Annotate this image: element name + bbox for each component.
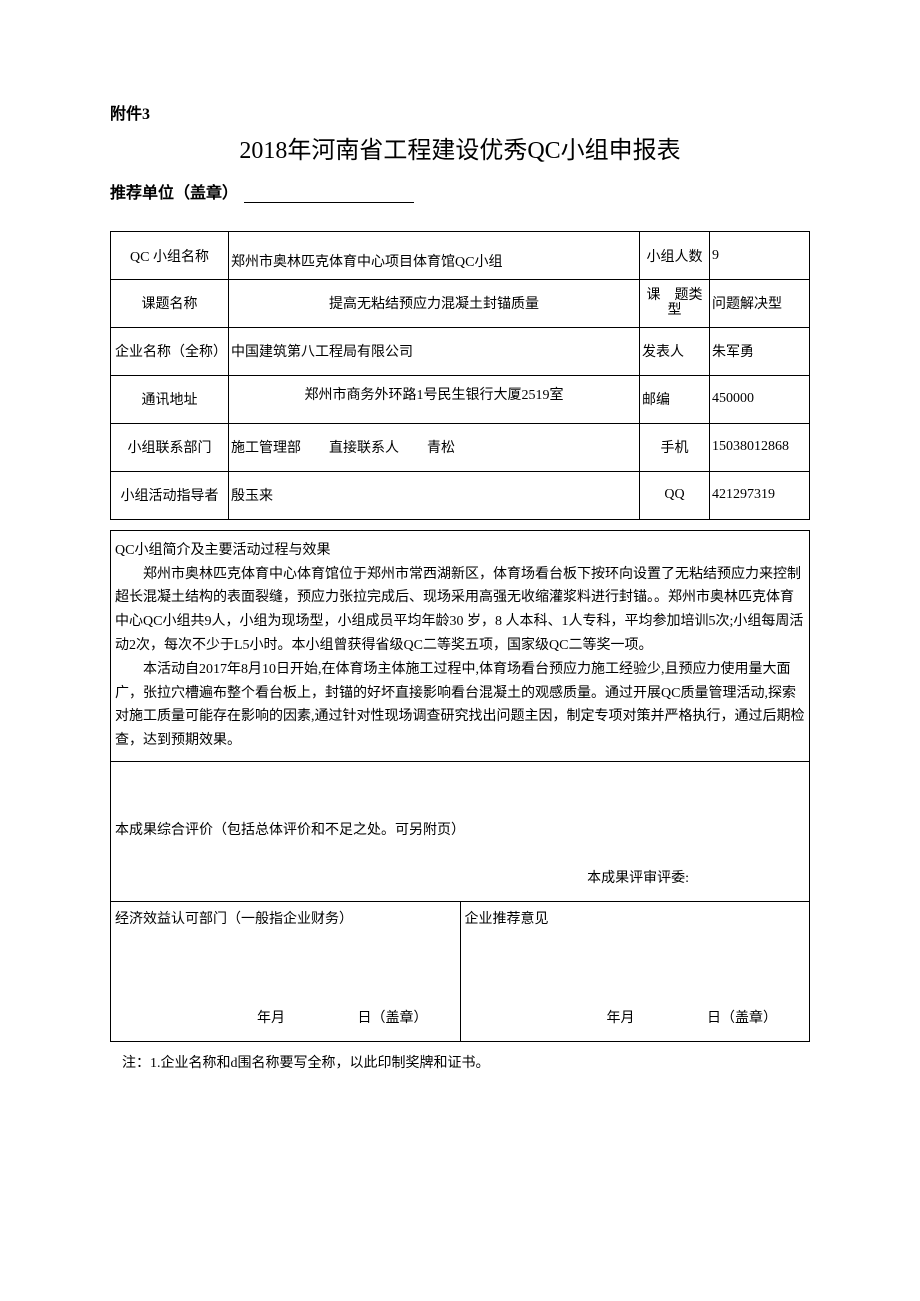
company-label: 企业名称（全称） [111, 327, 229, 375]
eval-committee-label: 本成果评审评委: [587, 867, 689, 887]
description-cell: QC小组简介及主要活动过程与效果 郑州市奥林匹克体育中心体育馆位于郑州市常西湖新… [111, 530, 810, 761]
table-row: 企业名称（全称） 中国建筑第八工程局有限公司 发表人 朱军勇 [111, 327, 810, 375]
qq-label: QQ [640, 471, 710, 519]
enterprise-opinion-cell: 企业推荐意见 年月 日（盖章） [460, 901, 810, 1041]
main-info-table: QC 小组名称 郑州市奥林匹克体育中心项目体育馆QC小组 小组人数 9 课题名称… [110, 231, 810, 520]
phone-label: 手机 [640, 423, 710, 471]
attachment-label: 附件3 [110, 100, 810, 124]
recommender-blank-line [244, 202, 414, 203]
postcode-value: 450000 [710, 375, 810, 423]
table-row: 经济效益认可部门（一般指企业财务） 年月 日（盖章） 企业推荐意见 年月 日（盖… [111, 901, 810, 1041]
desc-paragraph-2: 本活动自2017年8月10日开始,在体育场主体施工过程中,体育场看台预应力施工经… [115, 658, 805, 753]
recommender-line: 推荐单位（盖章） [110, 179, 810, 203]
date-ym-right: 年月 [607, 1007, 635, 1027]
topic-label: 课题名称 [111, 280, 229, 328]
presenter-label: 发表人 [640, 327, 710, 375]
recommender-label: 推荐单位（盖章） [110, 185, 238, 202]
seal-right: 日（盖章） [707, 1007, 777, 1027]
advisor-value: 殷玉来 [229, 471, 640, 519]
date-seal-left: 年月 日（盖章） [111, 1007, 460, 1027]
qc-group-name-label: QC 小组名称 [111, 232, 229, 280]
advisor-label: 小组活动指导者 [111, 471, 229, 519]
table-row: 通讯地址 郑州市商务外环路1号民生银行大厦2519室 邮编 450000 [111, 375, 810, 423]
topic-value: 提高无粘结预应力混凝土封锚质量 [229, 280, 640, 328]
group-count-label: 小组人数 [640, 232, 710, 280]
desc-title: QC小组简介及主要活动过程与效果 [115, 539, 805, 563]
table-row: 小组活动指导者 殷玉来 QQ 421297319 [111, 471, 810, 519]
footnote: 注：1.企业名称和d围名称要写全称，以此印制奖牌和证书。 [110, 1052, 810, 1072]
eval-title: 本成果综合评价（包括总体评价和不足之处。可另附页） [115, 819, 805, 839]
description-table: QC小组简介及主要活动过程与效果 郑州市奥林匹克体育中心体育馆位于郑州市常西湖新… [110, 530, 810, 1042]
table-row: 小组联系部门 施工管理部 直接联系人 青松 手机 15038012868 [111, 423, 810, 471]
contact-dept-value: 施工管理部 直接联系人 青松 [229, 423, 640, 471]
company-value: 中国建筑第八工程局有限公司 [229, 327, 640, 375]
economic-benefit-cell: 经济效益认可部门（一般指企业财务） 年月 日（盖章） [111, 901, 461, 1041]
address-label: 通讯地址 [111, 375, 229, 423]
table-row: QC 小组名称 郑州市奥林匹克体育中心项目体育馆QC小组 小组人数 9 [111, 232, 810, 280]
group-count-value: 9 [710, 232, 810, 280]
address-value: 郑州市商务外环路1号民生银行大厦2519室 [229, 375, 640, 423]
type-label: 课 题类 型 [640, 280, 710, 328]
table-row: 课题名称 提高无粘结预应力混凝土封锚质量 课 题类 型 问题解决型 [111, 280, 810, 328]
date-seal-right: 年月 日（盖章） [461, 1007, 810, 1027]
seal-left: 日（盖章） [358, 1007, 428, 1027]
table-row: 本成果综合评价（包括总体评价和不足之处。可另附页） 本成果评审评委: [111, 761, 810, 901]
page-title: 2018年河南省工程建设优秀QC小组申报表 [110, 130, 810, 165]
postcode-label: 邮编 [640, 375, 710, 423]
phone-value: 15038012868 [710, 423, 810, 471]
qq-value: 421297319 [710, 471, 810, 519]
qc-group-name-value: 郑州市奥林匹克体育中心项目体育馆QC小组 [229, 232, 640, 280]
enterprise-opinion-label: 企业推荐意见 [465, 908, 806, 928]
table-row: QC小组简介及主要活动过程与效果 郑州市奥林匹克体育中心体育馆位于郑州市常西湖新… [111, 530, 810, 761]
economic-benefit-label: 经济效益认可部门（一般指企业财务） [115, 908, 456, 928]
contact-dept-label: 小组联系部门 [111, 423, 229, 471]
presenter-value: 朱军勇 [710, 327, 810, 375]
date-ym-left: 年月 [257, 1007, 285, 1027]
type-value: 问题解决型 [710, 280, 810, 328]
evaluation-cell: 本成果综合评价（包括总体评价和不足之处。可另附页） 本成果评审评委: [111, 761, 810, 901]
desc-paragraph-1: 郑州市奥林匹克体育中心体育馆位于郑州市常西湖新区，体育场看台板下按环向设置了无粘… [115, 563, 805, 658]
